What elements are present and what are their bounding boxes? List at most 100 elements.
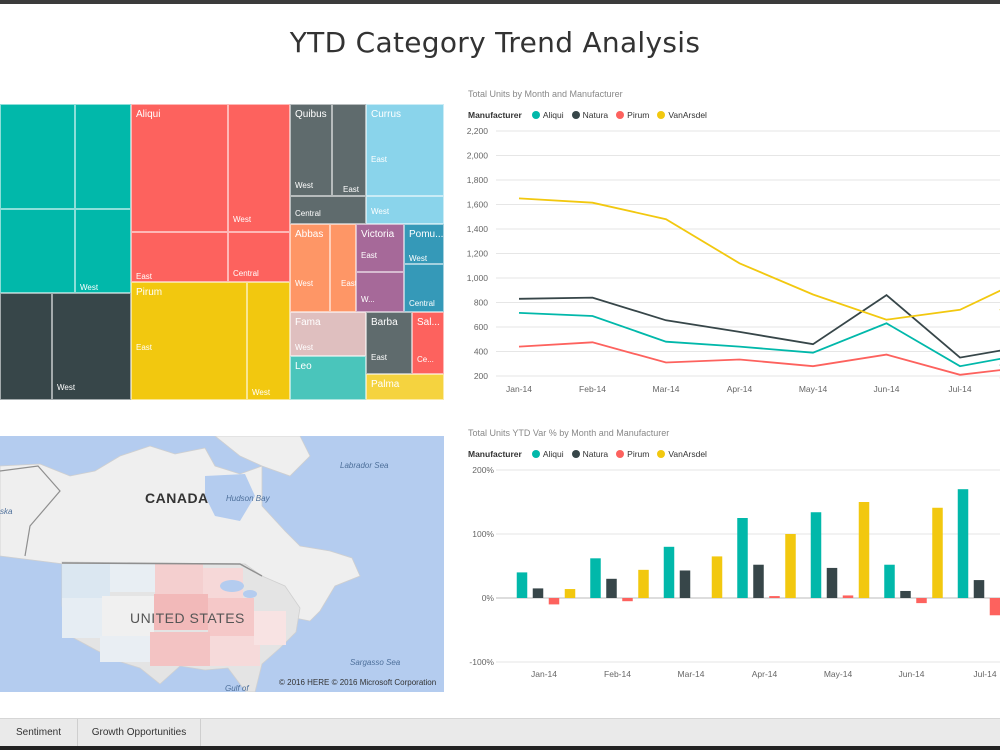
legend-item-vanarsdel[interactable]: VanArsdel (657, 110, 707, 120)
treemap-cell[interactable]: Victoria East (356, 224, 404, 272)
treemap-cell-label: West (295, 343, 314, 352)
bar-pirum (916, 598, 927, 604)
region-shade (62, 564, 110, 598)
treemap-cell-title: Palma (371, 379, 400, 390)
bar-pirum (989, 598, 1000, 616)
treemap-cell-label: Central (295, 209, 321, 218)
bar-vanarsdel (638, 569, 649, 598)
treemap-cell[interactable]: Quibus West (290, 104, 332, 196)
treemap-cell[interactable] (0, 293, 52, 400)
legend-item-aliqui[interactable]: Aliqui (531, 449, 564, 459)
map-label-alaska: ska (0, 507, 13, 516)
map[interactable]: CANADA UNITED STATES Hudson Bay Labrador… (0, 436, 444, 692)
y-tick-label: 1,000 (467, 273, 489, 283)
y-tick-label: 0% (482, 593, 495, 603)
treemap-cell[interactable]: W... (356, 272, 404, 312)
treemap-cell-label: West (252, 388, 271, 397)
treemap-cell[interactable]: Central (404, 264, 444, 312)
treemap-cell[interactable]: East (330, 224, 357, 312)
x-tick-label: Feb-14 (604, 669, 631, 679)
page-title: YTD Category Trend Analysis (289, 26, 701, 59)
bar-natura (826, 567, 838, 598)
tab-sentiment[interactable]: Sentiment (0, 719, 78, 747)
treemap-cell[interactable]: Pirum East (131, 282, 247, 400)
y-tick-label: 1,400 (467, 224, 489, 234)
bar-vanarsdel (711, 556, 723, 598)
line-chart-legend: Manufacturer Aliqui Natura Pirum VanArsd… (468, 110, 707, 120)
legend-dot (616, 450, 625, 458)
x-tick-label: May-14 (824, 669, 853, 679)
bar-aliqui (884, 564, 895, 598)
y-tick-label: 400 (474, 347, 488, 357)
top-bar (0, 0, 1000, 4)
legend-item-pirum[interactable]: Pirum (616, 449, 649, 459)
treemap-cell[interactable]: East (131, 232, 228, 282)
bar-natura (753, 564, 764, 598)
y-tick-label: -100% (469, 657, 494, 667)
treemap-cell[interactable]: Central (228, 232, 290, 282)
legend-item-vanarsdel[interactable]: VanArsdel (657, 449, 707, 459)
x-tick-label: Feb-14 (579, 384, 606, 394)
treemap-cell[interactable]: Currus East (366, 104, 444, 196)
region-shade (154, 594, 208, 630)
region-shade (62, 598, 102, 638)
y-tick-label: 1,600 (467, 200, 489, 210)
treemap-cell-label: Central (233, 269, 259, 278)
y-tick-label: 1,800 (467, 175, 489, 185)
legend-item-aliqui[interactable]: Aliqui (531, 110, 564, 120)
line-chart: 200 400 600 800 1,000 1,200 1,400 1,600 1,800 2,0… (467, 126, 1000, 394)
treemap-cell-title: Fama (295, 317, 321, 328)
y-tick-label: 2,000 (467, 151, 489, 161)
legend-item-pirum[interactable]: Pirum (616, 110, 649, 120)
treemap-cell[interactable] (0, 104, 75, 209)
region-shade (102, 596, 154, 636)
legend-item-natura[interactable]: Natura (571, 449, 608, 459)
treemap-cell-title: Pomu... (409, 229, 444, 240)
legend-dot (531, 450, 540, 458)
treemap-cell[interactable] (0, 209, 75, 293)
treemap-cell-title: Sal... (417, 317, 440, 328)
bar-aliqui (590, 558, 601, 598)
bar-natura (532, 588, 544, 598)
treemap-cell[interactable]: West (52, 293, 131, 400)
map-graphic (0, 436, 361, 692)
treemap-cell[interactable]: Pomu... West (404, 224, 444, 264)
treemap-cell[interactable]: Central (290, 196, 366, 224)
treemap-cell[interactable]: Barba East (366, 312, 412, 374)
region-shade (100, 636, 150, 662)
y-tick-label: 800 (474, 298, 488, 308)
treemap-cell[interactable]: Abbas West (290, 224, 330, 312)
map-label-labrador-sea: Labrador Sea (340, 461, 389, 470)
legend-dot (657, 450, 666, 458)
treemap-cell-label: West (371, 207, 390, 216)
tab-growth-opportunities[interactable]: Growth Opportunities (78, 719, 201, 747)
treemap-cell[interactable]: Leo (290, 356, 366, 400)
treemap-cell[interactable] (75, 104, 131, 209)
bar-natura (679, 570, 691, 598)
treemap-cell[interactable]: West (228, 104, 290, 232)
legend-label: Aliqui (542, 449, 564, 459)
x-tick-label: Jul-14 (973, 669, 996, 679)
treemap-cell[interactable]: Fama West (290, 312, 366, 356)
treemap-cell[interactable]: West (247, 282, 290, 400)
legend-label: Pirum (627, 110, 650, 120)
treemap-cell[interactable]: East (332, 104, 366, 196)
treemap-cell-label: East (136, 272, 153, 281)
x-tick-label: Jul-14 (948, 384, 971, 394)
bar-aliqui (516, 572, 528, 598)
x-tick-label: Jan-14 (531, 669, 557, 679)
treemap-cell-label: Ce... (417, 355, 434, 364)
treemap-cell-label: West (295, 181, 314, 190)
legend-dot (571, 450, 580, 458)
treemap-cell[interactable]: Sal... Ce... (412, 312, 444, 374)
legend-dot (571, 111, 580, 119)
treemap-cell[interactable]: West (75, 209, 131, 293)
treemap-cell-title: Abbas (295, 229, 324, 240)
legend-item-natura[interactable]: Natura (571, 110, 608, 120)
treemap-cell[interactable]: Aliqui (131, 104, 228, 232)
treemap-cell-label: Central (409, 299, 435, 308)
bottom-bar (0, 746, 1000, 750)
legend-label: VanArsdel (668, 110, 707, 120)
treemap-cell[interactable]: West (366, 196, 444, 224)
treemap-cell[interactable]: Palma (366, 374, 444, 400)
